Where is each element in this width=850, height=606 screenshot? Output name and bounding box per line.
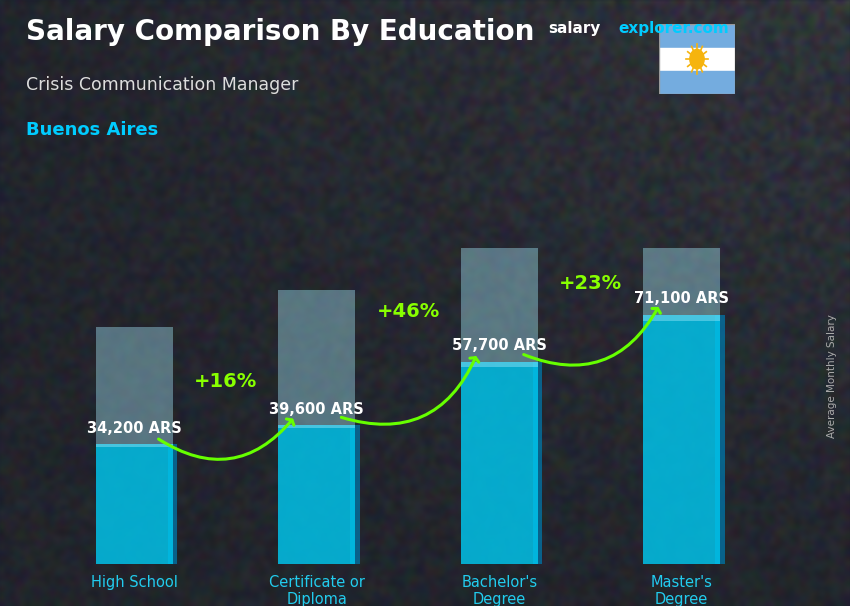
Text: +16%: +16% <box>194 372 258 391</box>
Text: 71,100 ARS: 71,100 ARS <box>634 291 729 306</box>
Text: Buenos Aires: Buenos Aires <box>26 121 158 139</box>
Circle shape <box>690 49 704 69</box>
Text: explorer.com: explorer.com <box>618 21 728 36</box>
Bar <box>279 425 355 564</box>
Bar <box>350 425 360 564</box>
Text: 39,600 ARS: 39,600 ARS <box>269 402 364 416</box>
Bar <box>96 327 173 447</box>
Bar <box>96 444 173 564</box>
Text: salary: salary <box>548 21 601 36</box>
Text: 57,700 ARS: 57,700 ARS <box>452 339 547 353</box>
Bar <box>168 444 178 564</box>
Text: Salary Comparison By Education: Salary Comparison By Education <box>26 18 534 46</box>
Bar <box>659 24 735 48</box>
Text: +23%: +23% <box>559 274 622 293</box>
Bar <box>533 362 542 564</box>
Bar <box>279 290 355 428</box>
Text: 34,200 ARS: 34,200 ARS <box>87 421 182 436</box>
Bar <box>659 70 735 94</box>
Bar <box>643 315 720 564</box>
Text: +46%: +46% <box>377 302 439 321</box>
Bar <box>461 165 537 367</box>
Bar <box>461 362 537 564</box>
Text: Crisis Communication Manager: Crisis Communication Manager <box>26 76 297 94</box>
Bar <box>643 72 720 321</box>
Text: Average Monthly Salary: Average Monthly Salary <box>827 314 837 438</box>
Bar <box>716 315 724 564</box>
Bar <box>659 48 735 70</box>
